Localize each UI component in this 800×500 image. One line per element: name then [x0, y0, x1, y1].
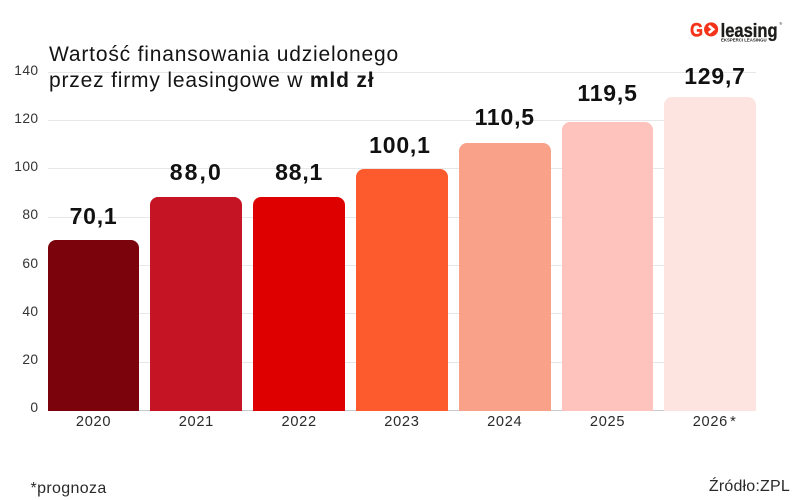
svg-text:leasing: leasing — [721, 20, 778, 42]
svg-text:®: ® — [779, 21, 782, 26]
svg-text:G: G — [690, 19, 703, 41]
svg-text:EKSPERCI LEASINGU: EKSPERCI LEASINGU — [721, 38, 767, 43]
